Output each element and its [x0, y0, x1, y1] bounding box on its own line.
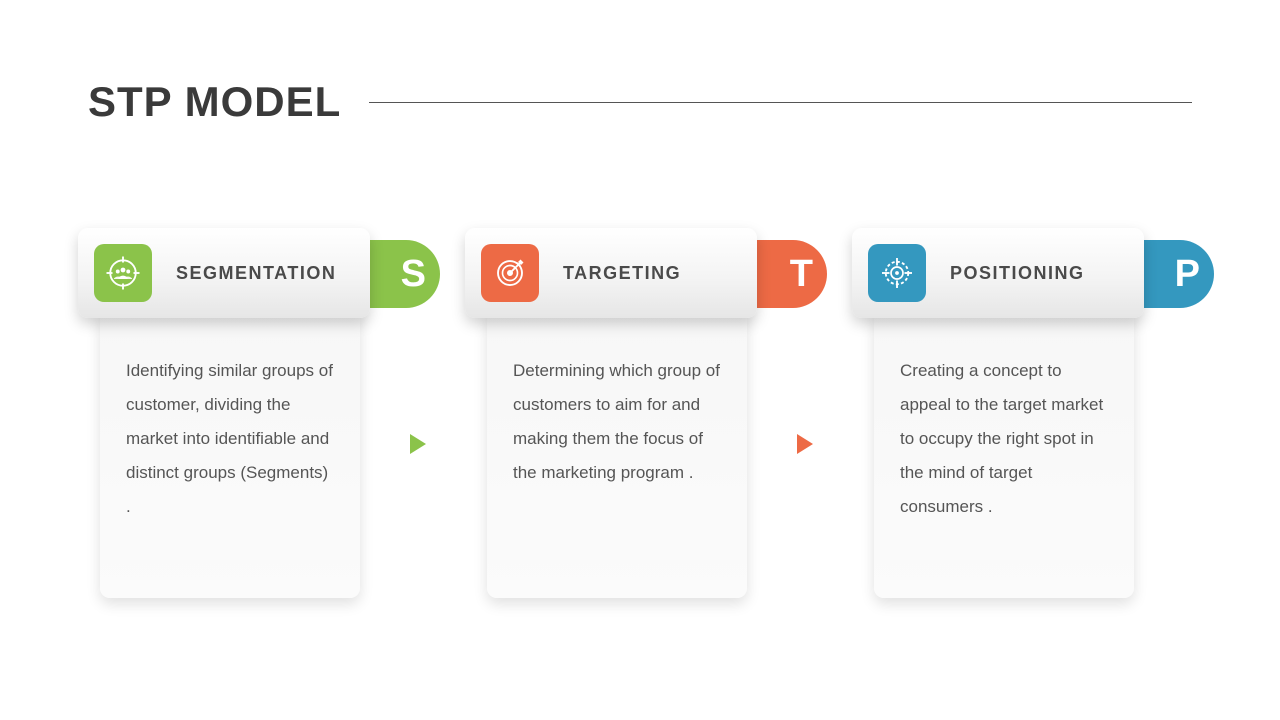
arrow-icon — [410, 434, 426, 454]
card-positioning: P POSITIONING Creating a concept to appe… — [852, 228, 1202, 598]
people-target-icon — [94, 244, 152, 302]
page-title: STP MODEL — [88, 78, 341, 126]
card-label-positioning: POSITIONING — [950, 263, 1085, 284]
card-header-targeting: TARGETING — [465, 228, 757, 318]
card-header-segmentation: SEGMENTATION — [78, 228, 370, 318]
card-body-segmentation: Identifying similar groups of customer, … — [100, 308, 360, 598]
card-text-positioning: Creating a concept to appeal to the targ… — [900, 354, 1108, 524]
title-area: STP MODEL — [88, 78, 1192, 126]
letter-tab-s: S — [370, 240, 440, 308]
arrow-icon — [797, 434, 813, 454]
card-text-segmentation: Identifying similar groups of customer, … — [126, 354, 334, 524]
card-label-segmentation: SEGMENTATION — [176, 263, 336, 284]
card-text-targeting: Determining which group of customers to … — [513, 354, 721, 490]
title-divider — [369, 102, 1192, 103]
card-body-positioning: Creating a concept to appeal to the targ… — [874, 308, 1134, 598]
card-label-targeting: TARGETING — [563, 263, 681, 284]
cards-row: S SEGMENTATION Ident — [78, 228, 1202, 598]
card-segmentation: S SEGMENTATION Ident — [78, 228, 428, 598]
letter-tab-p: P — [1144, 240, 1214, 308]
card-body-targeting: Determining which group of customers to … — [487, 308, 747, 598]
card-targeting: T TARGETING Determining which group of c… — [465, 228, 815, 598]
bullseye-arrow-icon — [481, 244, 539, 302]
crosshair-icon — [868, 244, 926, 302]
letter-tab-t: T — [757, 240, 827, 308]
card-header-positioning: POSITIONING — [852, 228, 1144, 318]
